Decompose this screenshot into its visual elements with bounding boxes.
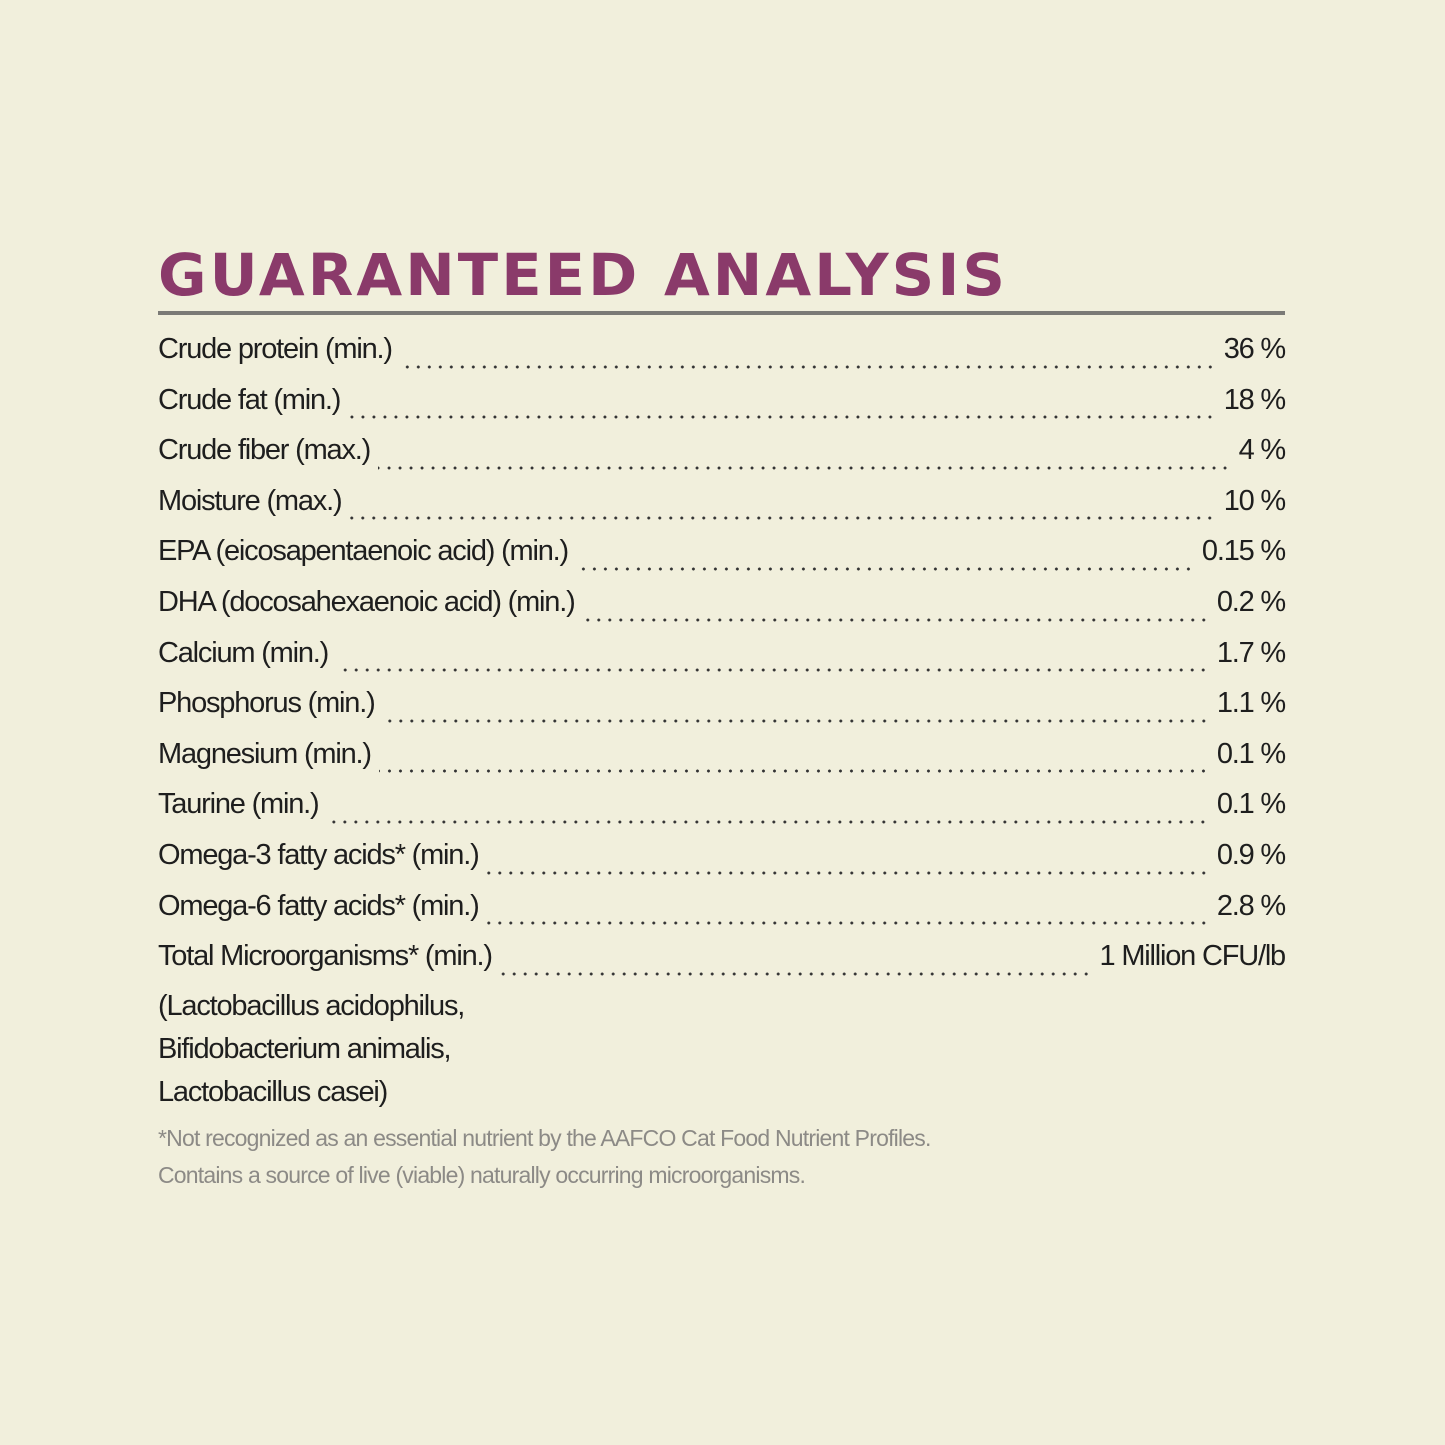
nutrient-value: 10 % <box>1223 484 1287 517</box>
footnote-aafco: *Not recognized as an essential nutrient… <box>158 1125 931 1151</box>
title-divider <box>158 311 1285 315</box>
nutrient-label: Calcium (min.) <box>158 636 329 669</box>
nutrient-value: 0.1 % <box>1216 737 1286 770</box>
nutrient-value: 18 % <box>1223 383 1287 416</box>
dot-leader <box>382 718 1209 723</box>
nutrient-value: 1.1 % <box>1216 687 1286 720</box>
analysis-row: Moisture (max.) 10 % <box>158 484 1287 536</box>
dot-leader <box>348 415 1216 420</box>
microorganism-item: Bifidobacterium animalis, <box>158 1032 452 1065</box>
analysis-row: Crude protein (min.) 36 % <box>158 333 1287 384</box>
analysis-row: EPA (eicosapentaenoic acid) (min.) 0.15 % <box>158 535 1286 586</box>
nutrient-label: Omega-3 fatty acids* (min.) <box>158 838 480 871</box>
analysis-row: Phosphorus (min.) 1.1 % <box>158 687 1286 738</box>
dot-leader <box>378 465 1231 470</box>
nutrient-value: 0.1 % <box>1216 788 1286 821</box>
analysis-row: DHA (docosahexaenoic acid) (min.) 0.2 % <box>158 585 1286 637</box>
nutrient-label: EPA (eicosapentaenoic acid) (min.) <box>158 535 569 568</box>
nutrient-label: Total Microorganisms* (min.) <box>158 940 493 973</box>
nutrient-value: 0.2 % <box>1216 585 1286 618</box>
microorganism-item: Lactobacillus casei) <box>158 1075 388 1108</box>
footnotes: *Not recognized as an essential nutrient… <box>158 1120 931 1194</box>
analysis-row: Crude fat (min.) 18 % <box>158 383 1287 435</box>
nutrient-value: 0.15 % <box>1201 535 1286 568</box>
nutrient-label: Crude protein (min.) <box>158 333 393 365</box>
footnote-live-microorganisms: Contains a source of live (viable) natur… <box>158 1162 806 1188</box>
dot-leader <box>499 971 1092 976</box>
nutrient-value: 4 % <box>1238 434 1287 467</box>
nutrient-label: Crude fat (min.) <box>158 383 341 416</box>
dot-leader <box>486 870 1209 875</box>
nutrient-label: Moisture (max.) <box>158 484 343 517</box>
analysis-row: Magnesium (min.) 0.1 % <box>158 737 1286 789</box>
page-title: GUARANTEED ANALYSIS <box>158 241 1009 309</box>
nutrient-value: 0.9 % <box>1216 838 1286 871</box>
nutrient-label: Magnesium (min.) <box>158 737 372 770</box>
dot-leader <box>336 668 1209 673</box>
nutrient-label: Phosphorus (min.) <box>158 687 376 720</box>
nutrient-label: DHA (docosahexaenoic acid) (min.) <box>158 585 576 618</box>
nutrient-value: 1 Million CFU/lb <box>1099 940 1287 973</box>
nutrient-label: Taurine (min.) <box>158 788 320 821</box>
nutrient-label: Omega-6 fatty acids* (min.) <box>158 889 480 922</box>
microorganism-item: (Lactobacillus acidophilus, <box>158 989 465 1022</box>
microorganism-list: (Lactobacillus acidophilus, Bifidobacteri… <box>158 985 1285 1114</box>
dot-leader <box>378 769 1209 774</box>
nutrient-label: Crude fiber (max.) <box>158 434 371 467</box>
dot-leader <box>326 819 1209 824</box>
analysis-row: Taurine (min.) 0.1 % <box>158 788 1286 839</box>
analysis-row: Omega-6 fatty acids* (min.) 2.8 % <box>158 889 1286 941</box>
analysis-row: Calcium (min.) 1.7 % <box>158 636 1286 688</box>
dot-leader <box>486 921 1209 926</box>
dot-leader <box>399 364 1216 369</box>
dot-leader <box>582 617 1209 622</box>
analysis-table: Crude protein (min.) 36 % Crude fat (min.)… <box>158 333 1287 1114</box>
analysis-row: Crude fiber (max.) 4 % <box>158 434 1287 485</box>
nutrient-value: 2.8 % <box>1216 889 1286 922</box>
nutrient-value: 1.7 % <box>1216 636 1286 669</box>
analysis-row: Omega-3 fatty acids* (min.) 0.9 % <box>158 838 1286 890</box>
analysis-row: Total Microorganisms* (min.) 1 Million CF… <box>158 940 1287 991</box>
dot-leader <box>576 566 1194 571</box>
dot-leader <box>349 516 1216 521</box>
nutrient-value: 36 % <box>1223 333 1287 365</box>
